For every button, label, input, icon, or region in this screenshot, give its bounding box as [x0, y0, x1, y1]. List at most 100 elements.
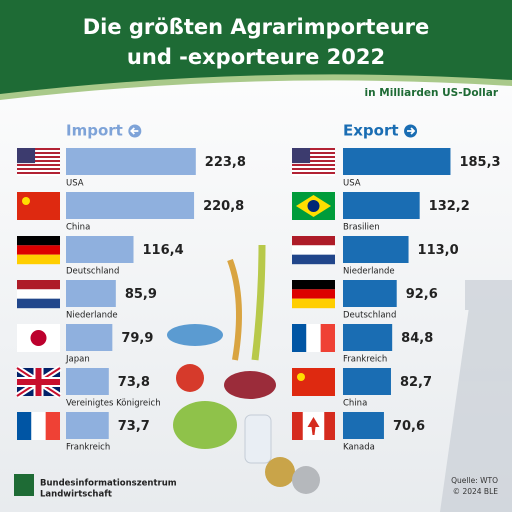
bar — [66, 368, 109, 395]
bar — [66, 192, 195, 219]
bar — [343, 412, 384, 439]
flag-part — [307, 417, 320, 435]
flag-part — [22, 197, 30, 205]
flag-part — [292, 174, 335, 176]
flag — [17, 236, 60, 265]
category-label: Kanada — [343, 443, 375, 453]
bar — [66, 280, 116, 307]
category-label: Vereinigtes Königreich — [66, 399, 161, 409]
category-label: USA — [66, 179, 84, 189]
food-decoration — [167, 244, 320, 494]
category-label: China — [343, 399, 367, 409]
value-label: 73,8 — [118, 375, 150, 390]
flag-part — [292, 148, 335, 150]
flag — [292, 368, 335, 396]
flag-part — [17, 280, 60, 290]
category-label: Brasilien — [343, 223, 380, 233]
flag-part — [17, 154, 60, 156]
value-label: 79,9 — [121, 331, 153, 346]
category-label: China — [66, 223, 90, 233]
flag — [292, 192, 335, 220]
bar — [66, 412, 109, 439]
bar — [343, 192, 420, 219]
flag-part — [45, 412, 60, 440]
flag-part — [35, 368, 42, 396]
flag-part — [297, 373, 305, 381]
flag-part — [17, 172, 60, 174]
flag — [15, 365, 62, 399]
bar — [343, 280, 397, 307]
value-label: 220,8 — [203, 199, 244, 214]
flag-part — [306, 324, 321, 352]
category-label: Deutschland — [343, 311, 396, 321]
flag-part — [17, 168, 60, 170]
flag-part — [292, 412, 303, 440]
flag-part — [292, 245, 335, 255]
flag — [17, 412, 60, 440]
flag-part — [292, 289, 335, 299]
category-label: Deutschland — [66, 267, 119, 277]
flag-part — [320, 324, 335, 352]
flag-part — [292, 172, 335, 174]
flag-part — [292, 280, 335, 290]
flag-part — [17, 156, 60, 158]
panel-title: Export — [343, 122, 399, 140]
bar — [66, 236, 134, 263]
value-label: 85,9 — [125, 287, 157, 302]
flag-part — [292, 156, 335, 158]
flag-part — [292, 148, 311, 164]
flag-part — [292, 168, 335, 170]
flag-part — [17, 148, 36, 164]
source: Quelle: WTO — [451, 476, 498, 485]
flag — [17, 148, 60, 176]
flag-part — [292, 254, 335, 265]
flag-part — [292, 152, 335, 154]
flag-part — [324, 412, 335, 440]
bar — [343, 368, 391, 395]
flag-part — [17, 412, 32, 440]
flag-part — [17, 298, 60, 309]
flag — [292, 280, 335, 309]
bar — [343, 148, 451, 175]
ship-decoration — [440, 280, 512, 512]
logo-text: Bundesinformationszentrum — [40, 479, 177, 489]
bar — [66, 324, 113, 351]
flag-part — [17, 192, 60, 220]
flag — [292, 324, 335, 352]
bar — [343, 236, 409, 263]
value-label: 113,0 — [418, 243, 459, 258]
flag-part — [17, 289, 60, 299]
value-label: 116,4 — [143, 243, 184, 258]
flag-part — [292, 164, 335, 166]
category-label: Niederlande — [66, 311, 118, 321]
flag-part — [17, 236, 60, 246]
category-label: Frankreich — [343, 355, 387, 365]
flag-part — [307, 200, 320, 212]
flag-part — [17, 164, 60, 166]
flag — [17, 280, 60, 309]
copyright: © 2024 BLE — [453, 487, 499, 496]
flag-part — [17, 162, 60, 164]
category-label: Niederlande — [343, 267, 395, 277]
subtitle: in Milliarden US-Dollar — [365, 87, 499, 99]
flag-part — [31, 412, 46, 440]
flag-part — [17, 158, 60, 160]
value-label: 92,6 — [406, 287, 438, 302]
title: Die größten Agrarimporteure — [83, 15, 430, 39]
flag-part — [17, 150, 60, 152]
category-label: Frankreich — [66, 443, 110, 453]
logo-mark — [14, 474, 34, 496]
flag-part — [292, 158, 335, 160]
flag-part — [17, 245, 60, 255]
value-label: 185,3 — [459, 155, 500, 170]
value-label: 223,8 — [205, 155, 246, 170]
flag-part — [292, 170, 335, 172]
value-label: 84,8 — [401, 331, 433, 346]
flag — [17, 192, 60, 220]
flag-part — [17, 170, 60, 172]
logo-text: Landwirtschaft — [40, 490, 112, 500]
flag — [17, 324, 60, 352]
flag — [292, 412, 335, 440]
panel-title: Import — [66, 122, 123, 140]
